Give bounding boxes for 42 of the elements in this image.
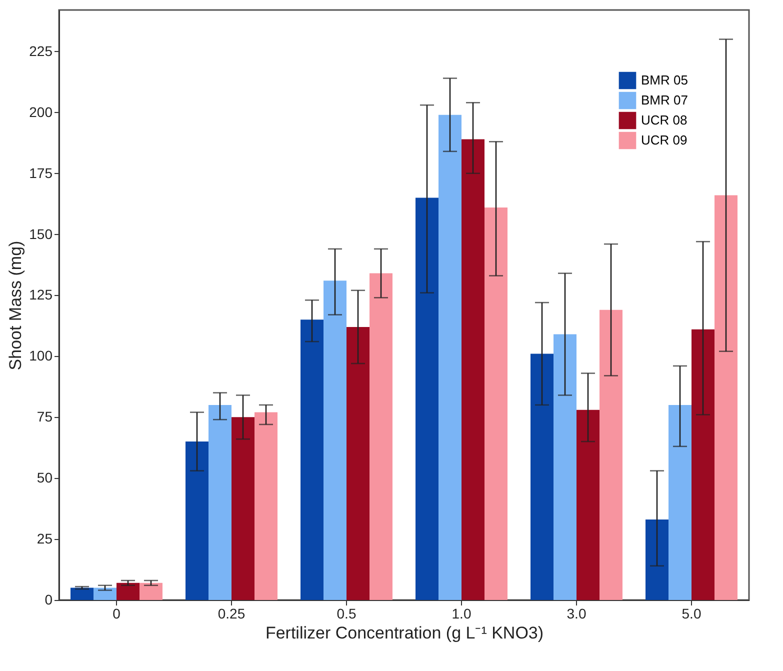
y-tick-label: 25 [36, 530, 53, 547]
y-tick-label: 100 [29, 348, 53, 364]
bar [554, 334, 576, 600]
bar [300, 320, 324, 600]
x-tick-label: 0.5 [336, 606, 356, 622]
bar [254, 412, 278, 600]
bar [692, 329, 714, 600]
legend-label: UCR 09 [641, 132, 688, 148]
legend-label: UCR 08 [641, 112, 688, 128]
x-axis-title: Fertilizer Concentration (g L⁻¹ KNO3) [265, 624, 544, 642]
bar [530, 354, 554, 600]
y-tick-label: 225 [29, 42, 53, 59]
x-tick-label: 3.0 [566, 606, 586, 622]
bar [646, 520, 668, 600]
y-tick-label: 75 [36, 408, 53, 425]
bar [600, 310, 622, 600]
y-axis-title: Shoot Mass (mg) [6, 240, 26, 370]
bar [668, 404, 692, 600]
legend-label: BMR 05 [641, 72, 688, 88]
bar [416, 198, 438, 600]
y-tick-label: 200 [29, 104, 53, 120]
y-tick-label: 175 [29, 164, 53, 181]
x-tick-label: 5.0 [682, 606, 702, 622]
bar [346, 326, 370, 600]
x-tick-label: 1.0 [452, 606, 472, 622]
x-tick-label: 0 [112, 606, 121, 622]
bar [714, 195, 738, 600]
bar [232, 417, 254, 600]
bar [484, 207, 508, 600]
y-tick-label: 150 [29, 226, 53, 242]
y-tick-label: 0 [44, 592, 53, 608]
y-tick-label: 125 [29, 286, 53, 303]
bar [576, 410, 600, 600]
bar [186, 442, 208, 600]
bar [208, 404, 232, 600]
legend-label: BMR 07 [641, 92, 688, 108]
x-tick-label: 0.25 [218, 606, 246, 622]
bar [438, 114, 462, 600]
bar [462, 139, 484, 600]
bar [370, 273, 392, 600]
bar [324, 280, 346, 600]
y-tick-label: 50 [36, 470, 53, 486]
